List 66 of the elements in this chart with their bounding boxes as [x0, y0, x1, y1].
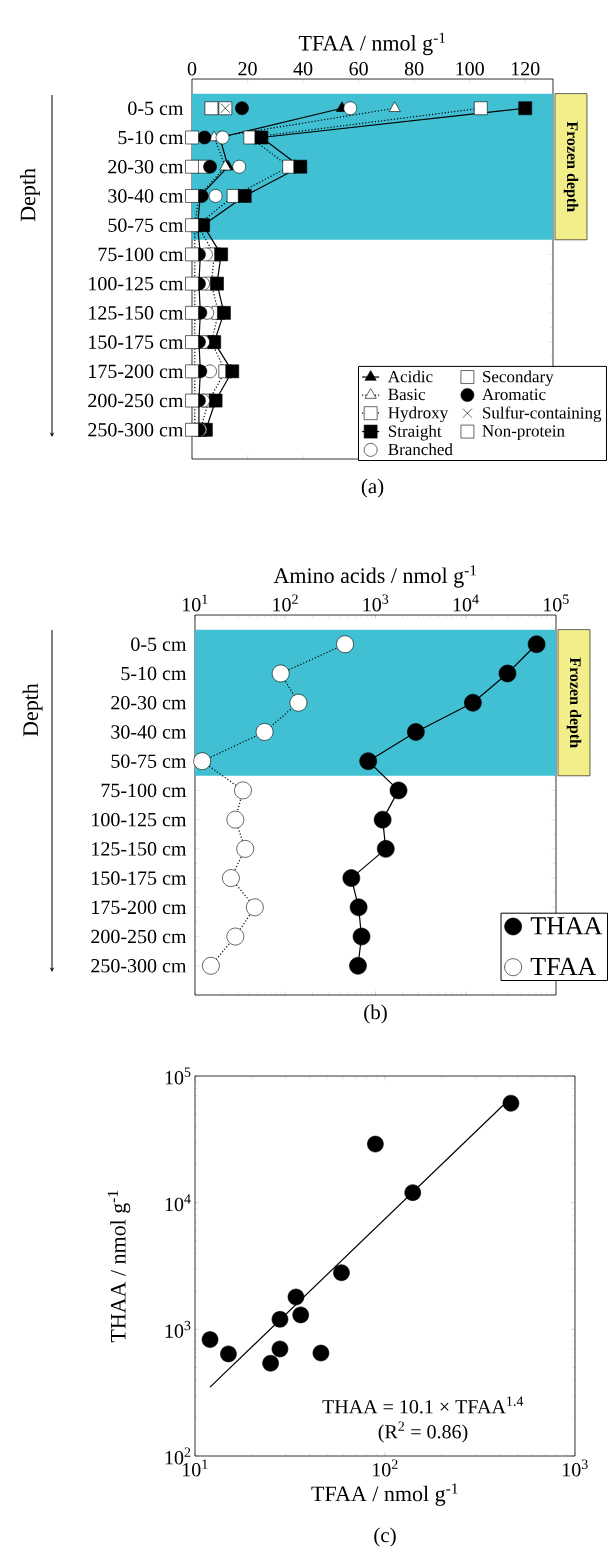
band-label: Frozen depth — [566, 657, 582, 748]
x-tick-label: 10$^{3}$ — [563, 1459, 588, 1477]
legend-label: Sulfur-containing — [483, 406, 602, 423]
x-tick-label: 120 — [511, 61, 540, 76]
x-tick-label: 10$^{4}$ — [453, 594, 479, 612]
x-tick-label: 10$^{2}$ — [373, 1459, 398, 1477]
y-tick-label: 10$^{4}$ — [165, 1194, 191, 1212]
band-label: Frozen depth — [563, 121, 579, 212]
y-axis-title: Depth — [19, 168, 40, 222]
y-tick-label: 250-300 cm — [91, 959, 187, 973]
legend-label: Basic — [388, 388, 426, 401]
legend-label: TFAA — [530, 957, 597, 976]
x-tick-label: 10$^{2}$ — [273, 594, 298, 612]
y-tick-label: 175-200 cm — [89, 364, 184, 379]
y-axis-title: Depth — [22, 683, 43, 737]
y-tick-label: 50-75 cm — [108, 218, 184, 232]
y-tick-label: 125-150 cm — [89, 306, 184, 320]
y-tick-label: 30-40 cm — [108, 189, 184, 203]
legend-label: Aromatic — [482, 388, 546, 401]
y-axis-title: THAA / nmol g$^{-1}$ — [107, 1190, 131, 1343]
y-tick-label: 150-175 cm — [89, 335, 184, 349]
y-tick-label: 0-5 cm — [131, 637, 187, 651]
y-tick-label: 10$^{5}$ — [165, 1067, 191, 1085]
legend-label: THAA — [530, 917, 603, 935]
y-tick-label: 175-200 cm — [92, 900, 187, 915]
y-tick-label: 100-125 cm — [92, 812, 187, 827]
y-tick-label: 250-300 cm — [88, 423, 184, 437]
y-tick-label: 5-10 cm — [118, 130, 184, 145]
y-tick-label: 100-125 cm — [89, 276, 184, 291]
y-tick-label: 75-100 cm — [98, 247, 184, 262]
x-tick-label: 20 — [238, 61, 257, 76]
y-tick-label: 50-75 cm — [111, 754, 187, 768]
text: (b) — [364, 1004, 387, 1024]
y-tick-label: 30-40 cm — [111, 725, 187, 739]
x-tick-label: 40 — [293, 61, 313, 76]
legend-label: Branched — [388, 443, 453, 456]
x-tick-label: 10$^{3}$ — [363, 594, 389, 612]
y-tick-label: 75-100 cm — [101, 783, 187, 798]
x-tick-label: 80 — [404, 61, 424, 76]
x-tick-label: 10$^{5}$ — [544, 594, 569, 612]
y-tick-label: 5-10 cm — [121, 666, 187, 681]
annotation: THAA = 10.1 × TFAA$^{1.4}$ — [322, 1396, 524, 1414]
legend-label: Hydroxy — [388, 406, 449, 423]
y-tick-label: 125-150 cm — [92, 842, 187, 856]
text: (c) — [374, 1527, 396, 1547]
x-tick-label: 0 — [187, 61, 197, 76]
legend-label: Acidic — [387, 370, 433, 383]
x-axis-title: TFAA / nmol g$^{-1}$ — [311, 1483, 458, 1506]
y-tick-label: 10$^{3}$ — [165, 1320, 191, 1338]
legend-label: Straight — [388, 424, 442, 441]
annotation: (R$^{2}$ = 0.86) — [378, 1421, 468, 1443]
text: (a) — [361, 478, 384, 498]
y-tick-label: 0-5 cm — [128, 101, 184, 115]
legend-label: Secondary — [483, 370, 554, 386]
x-axis-title: TFAA / nmol g$^{-1}$ — [298, 32, 446, 56]
y-tick-label: 200-250 cm — [88, 393, 184, 408]
x-tick-label: 100 — [456, 61, 484, 76]
x-axis-title: Amino acids / nmol g$^{-1}$ — [273, 565, 477, 588]
x-tick-label: 10$^{1}$ — [183, 1459, 208, 1477]
y-tick-label: 200-250 cm — [91, 929, 187, 944]
x-tick-label: 10$^{1}$ — [183, 594, 208, 612]
x-tick-label: 60 — [349, 61, 368, 76]
legend-label: Non-protein — [482, 425, 565, 441]
y-tick-label: 20-30 cm — [111, 695, 187, 710]
y-tick-label: 20-30 cm — [108, 159, 184, 174]
y-tick-label: 150-175 cm — [92, 871, 187, 885]
